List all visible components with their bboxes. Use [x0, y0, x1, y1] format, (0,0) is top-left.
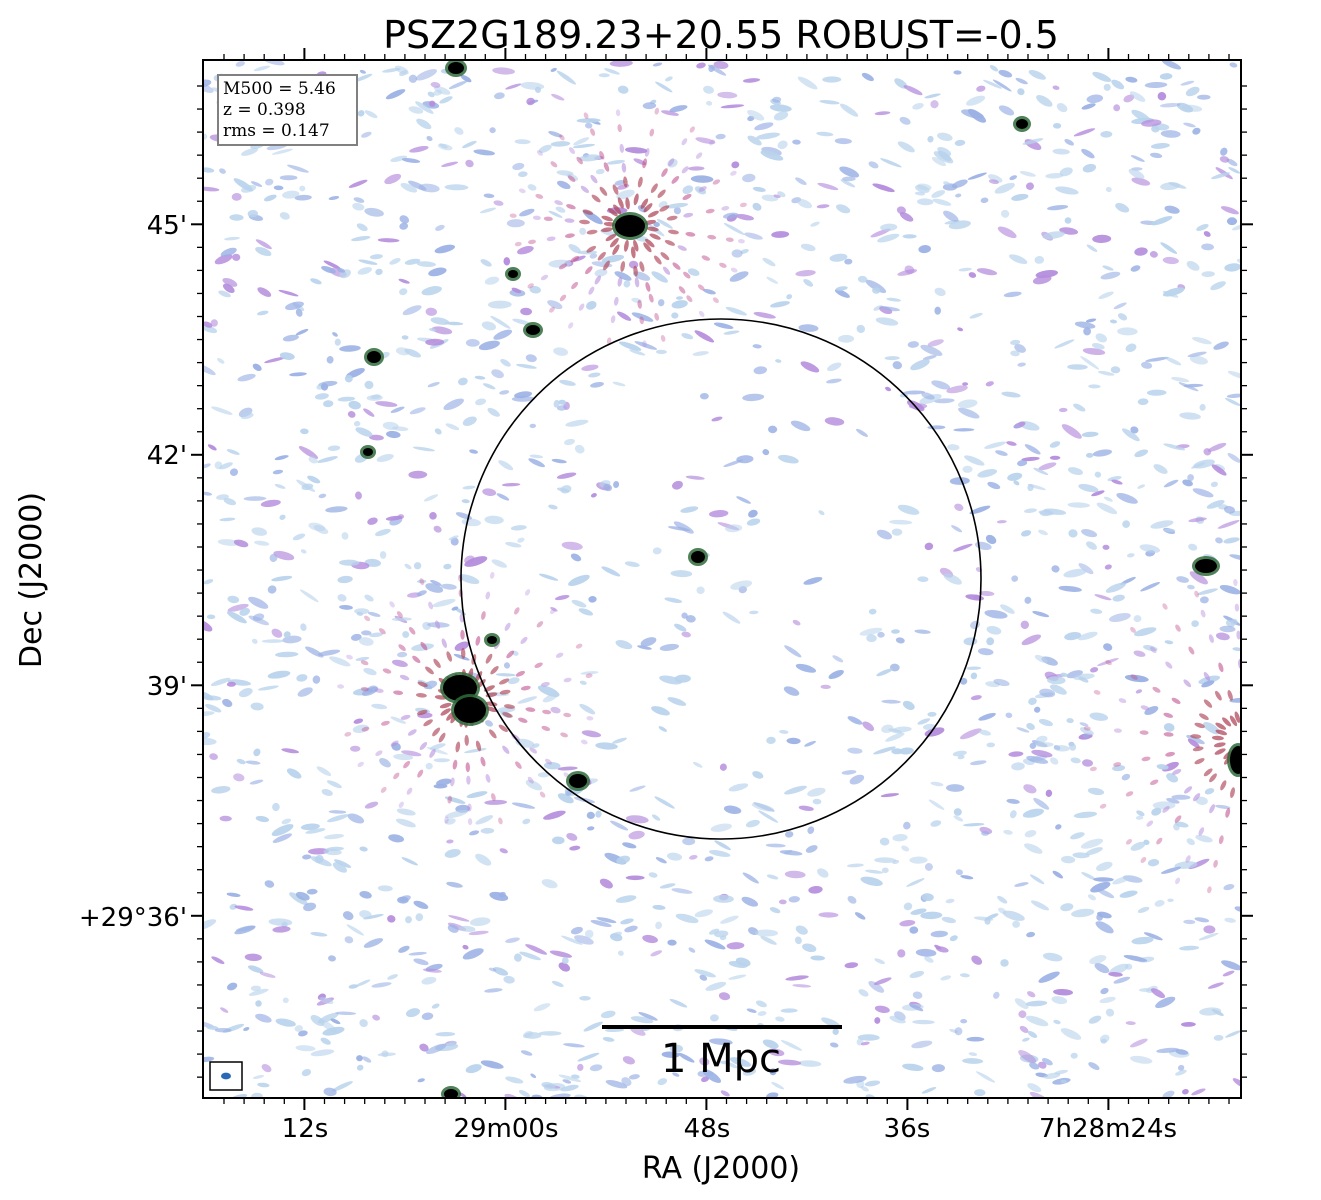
x-tick-label: 29m00s: [453, 1114, 558, 1144]
scalebar-label: 1 Mpc: [661, 1036, 781, 1082]
radio-sources: [360, 60, 1241, 1098]
source-core: [454, 697, 486, 723]
y-axis-label: Dec (J2000): [14, 492, 49, 668]
source-core: [508, 270, 518, 278]
source-core: [1195, 559, 1217, 573]
source-core: [363, 448, 373, 456]
plot-frame: [202, 59, 1242, 1099]
source-core: [367, 351, 381, 363]
image-panel-background: [203, 60, 1241, 1098]
r500-circle: [460, 318, 982, 840]
redshift-value: z = 0.398: [223, 100, 306, 120]
source-core: [526, 325, 540, 335]
source-core: [615, 215, 645, 237]
y-tick-label: 39': [147, 672, 187, 702]
source-core: [569, 774, 587, 788]
beam-ellipse: [221, 1072, 231, 1080]
source-core: [487, 636, 497, 644]
source-core: [448, 62, 464, 74]
plot-title: PSZ2G189.23+20.55 ROBUST=-0.5: [383, 13, 1059, 57]
m500-value: M500 = 5.46: [223, 79, 336, 99]
y-tick-label: 45': [147, 211, 187, 241]
source-core: [444, 1089, 458, 1098]
y-tick-label: +29°36': [79, 903, 187, 933]
y-tick-label: 42': [147, 441, 187, 471]
x-tick-label: 36s: [884, 1114, 931, 1144]
axis-ticks: [191, 48, 1253, 1110]
rms-value: rms = 0.147: [223, 121, 330, 141]
x-axis-label: RA (J2000): [642, 1151, 800, 1186]
source-core: [1016, 119, 1028, 129]
cluster-info-box: M500 = 5.46 z = 0.398 rms = 0.147: [217, 74, 358, 146]
sidelobe-rays: [337, 107, 1241, 894]
x-tick-label: 12s: [282, 1114, 329, 1144]
source-core: [1230, 746, 1241, 774]
source-core: [691, 551, 705, 563]
x-tick-label: 7h28m24s: [1039, 1114, 1177, 1144]
x-tick-label: 48s: [684, 1114, 731, 1144]
